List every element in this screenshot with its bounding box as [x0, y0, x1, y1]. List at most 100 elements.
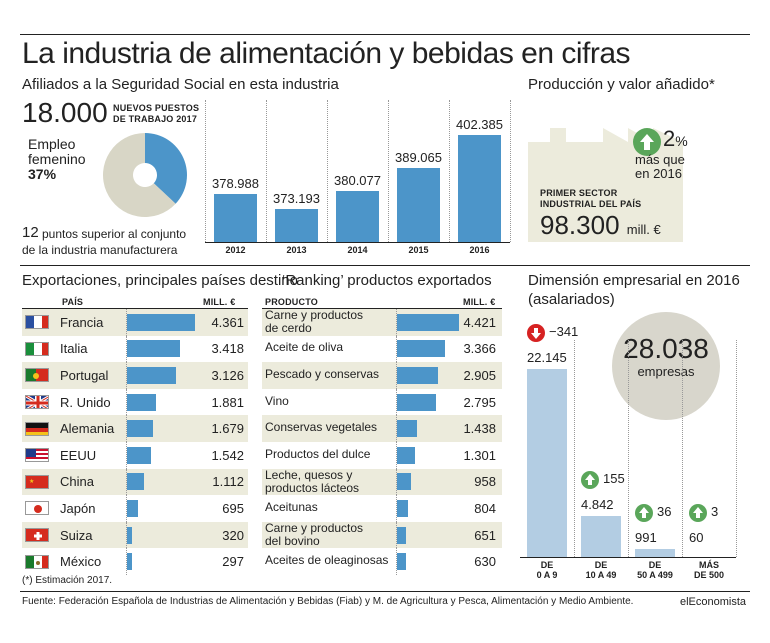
- afiliados-heading: Afiliados a la Seguridad Social en esta …: [22, 76, 339, 93]
- arrow-up-icon: [635, 503, 653, 522]
- product-name: Vino: [265, 393, 289, 408]
- bar: [127, 499, 138, 517]
- data-label: 60: [689, 530, 704, 545]
- product-name: Aceite de oliva: [265, 341, 343, 354]
- bar-axis: [126, 335, 127, 363]
- tick-label: 2012: [225, 245, 246, 255]
- bar: [397, 499, 409, 517]
- bar: [581, 515, 621, 557]
- table-row: Japón 695: [22, 495, 248, 522]
- bar-value: 320: [222, 527, 244, 543]
- table-row: EEUU 1.542: [22, 442, 248, 469]
- country-name: Alemania: [60, 421, 115, 437]
- table-row: Productos del dulce 1.301: [262, 442, 502, 469]
- factory-illustration: [528, 128, 683, 242]
- bar-value: 958: [474, 474, 496, 490]
- bar-value: 3.126: [211, 367, 244, 383]
- product-name-line: de cerdo: [265, 321, 312, 335]
- product-name: Conservas vegetales: [265, 421, 377, 434]
- bar-value: 804: [474, 500, 496, 516]
- arrow-up-icon: [689, 504, 707, 522]
- bar: [275, 208, 318, 242]
- production-growth-value: 2%: [663, 126, 688, 151]
- dimension-bar-chart: 22.145 −341 DE 0 A 9 4.842 155 DE 10 A 49 991 36 D…: [520, 320, 750, 585]
- bar-axis: [126, 521, 127, 549]
- bar-axis: [126, 388, 127, 416]
- product-name-line: Aceitunas: [265, 499, 318, 514]
- donut-slice-female: [145, 133, 187, 204]
- table-row: Vino 2.795: [262, 388, 502, 416]
- table-row: Aceites de oleaginosas 630: [262, 548, 502, 575]
- donut-label-2: femenino: [28, 151, 86, 167]
- bar-value: 1.679: [211, 421, 244, 437]
- new-jobs-label-1: NUEVOS PUESTOS: [113, 103, 200, 113]
- flag-china-icon: ★: [25, 474, 49, 489]
- bar-axis: [126, 548, 127, 575]
- tick-label-line: DE 500: [693, 570, 725, 580]
- country-name: R. Unido: [60, 394, 111, 410]
- product-name-line: Aceites de oleaginosas: [265, 553, 389, 568]
- bar-value: 3.366: [463, 341, 496, 357]
- bar-value: 1.301: [463, 447, 496, 463]
- products-heading: ‘Ranking’ productos exportados: [282, 272, 492, 289]
- data-label: 378.988: [212, 175, 259, 191]
- produccion-heading: Producción y valor añadido*: [528, 76, 715, 93]
- bar: [458, 134, 501, 242]
- tick-label: DE 50 A 499: [628, 560, 682, 580]
- data-label: 4.842: [581, 496, 614, 512]
- bar: [127, 526, 132, 544]
- table-row: Pescado y conservas 2.905: [262, 362, 502, 389]
- bar-axis: [396, 521, 397, 549]
- product-name-line: Vino: [265, 393, 289, 408]
- bar-axis: [126, 495, 127, 522]
- tick-label: 2016: [469, 245, 490, 255]
- production-growth-label-2: en 2016: [635, 166, 682, 181]
- note-line-1: puntos superior al conjunto: [42, 227, 187, 241]
- gridline: [736, 340, 737, 557]
- women-employment-donut: [103, 133, 187, 217]
- bar-axis: [396, 335, 397, 363]
- product-name-line: productos lácteos: [265, 480, 360, 495]
- bar-value: 2.905: [463, 367, 496, 383]
- bar-axis: [396, 442, 397, 469]
- bar-value: 651: [474, 527, 496, 543]
- bar: [397, 420, 418, 438]
- afiliados-bar-chart: 378.988 2012 373.193 2013 380.077 2014 389.065…: [205, 100, 511, 260]
- products-table: Carne y productos de cerdo 4.421 Aceite de …: [262, 309, 502, 575]
- bar: [214, 193, 257, 242]
- change-value: 3: [711, 504, 719, 519]
- svg-text:★: ★: [29, 478, 34, 485]
- countries-col-country: PAÍS: [62, 297, 84, 307]
- table-row: Carne y productos de cerdo 4.421: [262, 309, 502, 336]
- product-name-line: Carne y productos: [265, 308, 364, 322]
- bar: [127, 553, 132, 571]
- bar-axis: [126, 362, 127, 389]
- donut-percent: 37%: [28, 166, 57, 182]
- bar: [397, 340, 445, 358]
- page-title: La industria de alimentación y bebidas e…: [22, 37, 631, 70]
- flag-mexico-icon: [25, 554, 49, 569]
- dimension-heading-1: Dimensión empresarial en 2016: [528, 272, 740, 289]
- bar-axis: [396, 495, 397, 522]
- product-name: Aceitunas: [265, 499, 318, 514]
- products-col-product: PRODUCTO: [265, 297, 318, 307]
- change-value: 36: [657, 503, 672, 519]
- bar: [127, 340, 181, 358]
- bar-value: 1.542: [211, 447, 244, 463]
- bar-value: 3.418: [211, 341, 244, 357]
- bar-value: 1.881: [211, 394, 244, 410]
- products-col-value: MILL. €: [463, 297, 496, 307]
- bar: [635, 548, 675, 557]
- arrow-up-icon: [581, 470, 599, 489]
- table-row: Leche, quesos y productos lácteos 958: [262, 468, 502, 496]
- flag-japan-icon: [25, 501, 49, 516]
- product-name-line: Aceite de oliva: [265, 340, 344, 355]
- product-name-line: Carne y productos: [265, 520, 364, 535]
- tick-label: DE 0 A 9: [520, 560, 574, 580]
- gridline: [510, 100, 511, 242]
- data-label: 22.145: [527, 350, 567, 365]
- table-row: Conservas vegetales 1.438: [262, 415, 502, 442]
- gridline: [628, 340, 629, 557]
- note-line-2: de la industria manufacturera: [22, 243, 178, 257]
- brand-logo: elEconomista: [680, 596, 747, 608]
